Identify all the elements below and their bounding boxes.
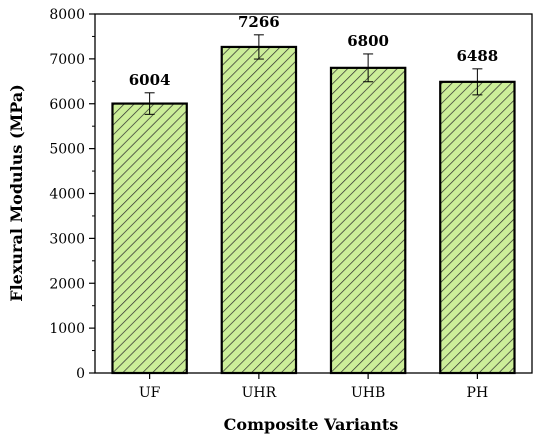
y-tick-label-3000: 3000 <box>49 231 85 247</box>
data-label-uhb: 6800 <box>347 32 389 50</box>
data-label-uf: 6004 <box>129 71 171 89</box>
data-label-uhr: 7266 <box>238 13 280 31</box>
y-tick-label-1000: 1000 <box>49 321 85 337</box>
error-bars-layer <box>144 34 483 115</box>
x-tick-label-uf: UF <box>139 385 161 401</box>
axes-layer: UF UHR UHB PH 0 1000 2000 3000 4000 5000 6000 7000 8… <box>49 7 533 401</box>
y-tick-label-5000: 5000 <box>49 142 85 158</box>
bar-ph <box>439 80 516 375</box>
bar-uhb <box>329 66 407 375</box>
y-tick-label-4000: 4000 <box>49 187 85 203</box>
y-tick-label-2000: 2000 <box>49 276 85 292</box>
plot-frame <box>94 13 533 374</box>
y-tick-label-7000: 7000 <box>49 52 85 68</box>
y-tick-label-6000: 6000 <box>49 97 85 113</box>
x-tick-label-uhb: UHB <box>351 385 385 401</box>
bar-uhr <box>220 45 298 375</box>
x-axis-title: Composite Variants <box>224 415 399 434</box>
data-label-ph: 6488 <box>457 47 499 65</box>
data-labels-layer: 6004 7266 6800 6488 <box>129 13 499 89</box>
y-axis-title: Flexural Modulus (MPa) <box>7 84 26 302</box>
x-tick-label-ph: PH <box>467 385 489 401</box>
y-tick-label-0: 0 <box>76 366 85 382</box>
x-tick-label-uhr: UHR <box>242 385 277 401</box>
y-tick-label-8000: 8000 <box>49 7 85 23</box>
bar-uf <box>111 102 188 375</box>
bars-layer <box>111 45 516 375</box>
